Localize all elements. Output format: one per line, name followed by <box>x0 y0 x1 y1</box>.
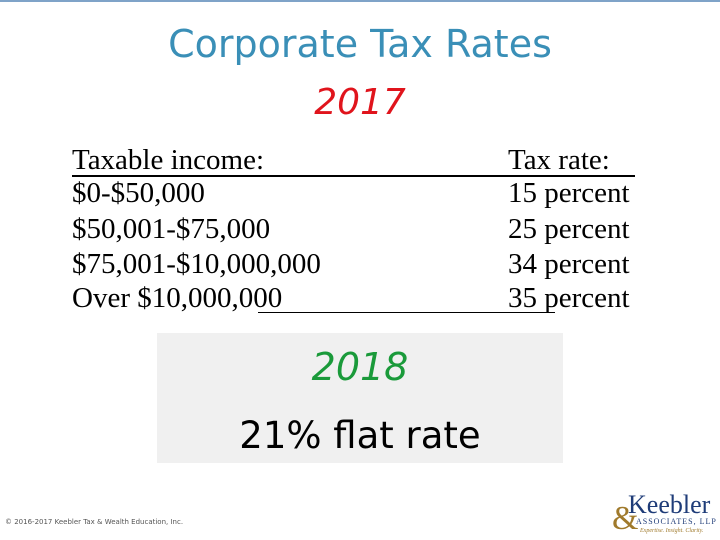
income-cell: Over $10,000,000 <box>72 282 283 314</box>
logo-tagline: Expertise. Insight. Clarity. <box>640 528 704 534</box>
rate-cell: 25 percent <box>508 213 630 245</box>
top-border <box>0 0 720 2</box>
year-2018: 2018 <box>311 345 409 389</box>
header-rule <box>72 175 635 177</box>
column-header: Tax rate: <box>508 144 610 176</box>
rate-cell: 35 percent <box>508 282 630 314</box>
income-cell: $75,001-$10,000,000 <box>72 248 321 280</box>
title: Corporate Tax Rates <box>168 22 552 66</box>
callout-box <box>157 333 563 463</box>
rate-cell: 15 percent <box>508 177 630 209</box>
income-cell: $50,001-$75,000 <box>72 213 271 245</box>
flat-rate: 21% flat rate <box>239 414 481 457</box>
income-cell: $0-$50,000 <box>72 177 205 209</box>
logo-subtitle: ASSOCIATES, LLP <box>636 517 717 526</box>
logo-ampersand: & <box>612 500 639 537</box>
logo-name: Keebler <box>628 490 711 519</box>
year-2017: 2017 <box>314 82 406 123</box>
bottom-rule <box>258 312 555 313</box>
rate-cell: 34 percent <box>508 248 630 280</box>
copyright: © 2016-2017 Keebler Tax & Wealth Educati… <box>5 518 184 526</box>
column-header: Taxable income: <box>72 144 265 176</box>
